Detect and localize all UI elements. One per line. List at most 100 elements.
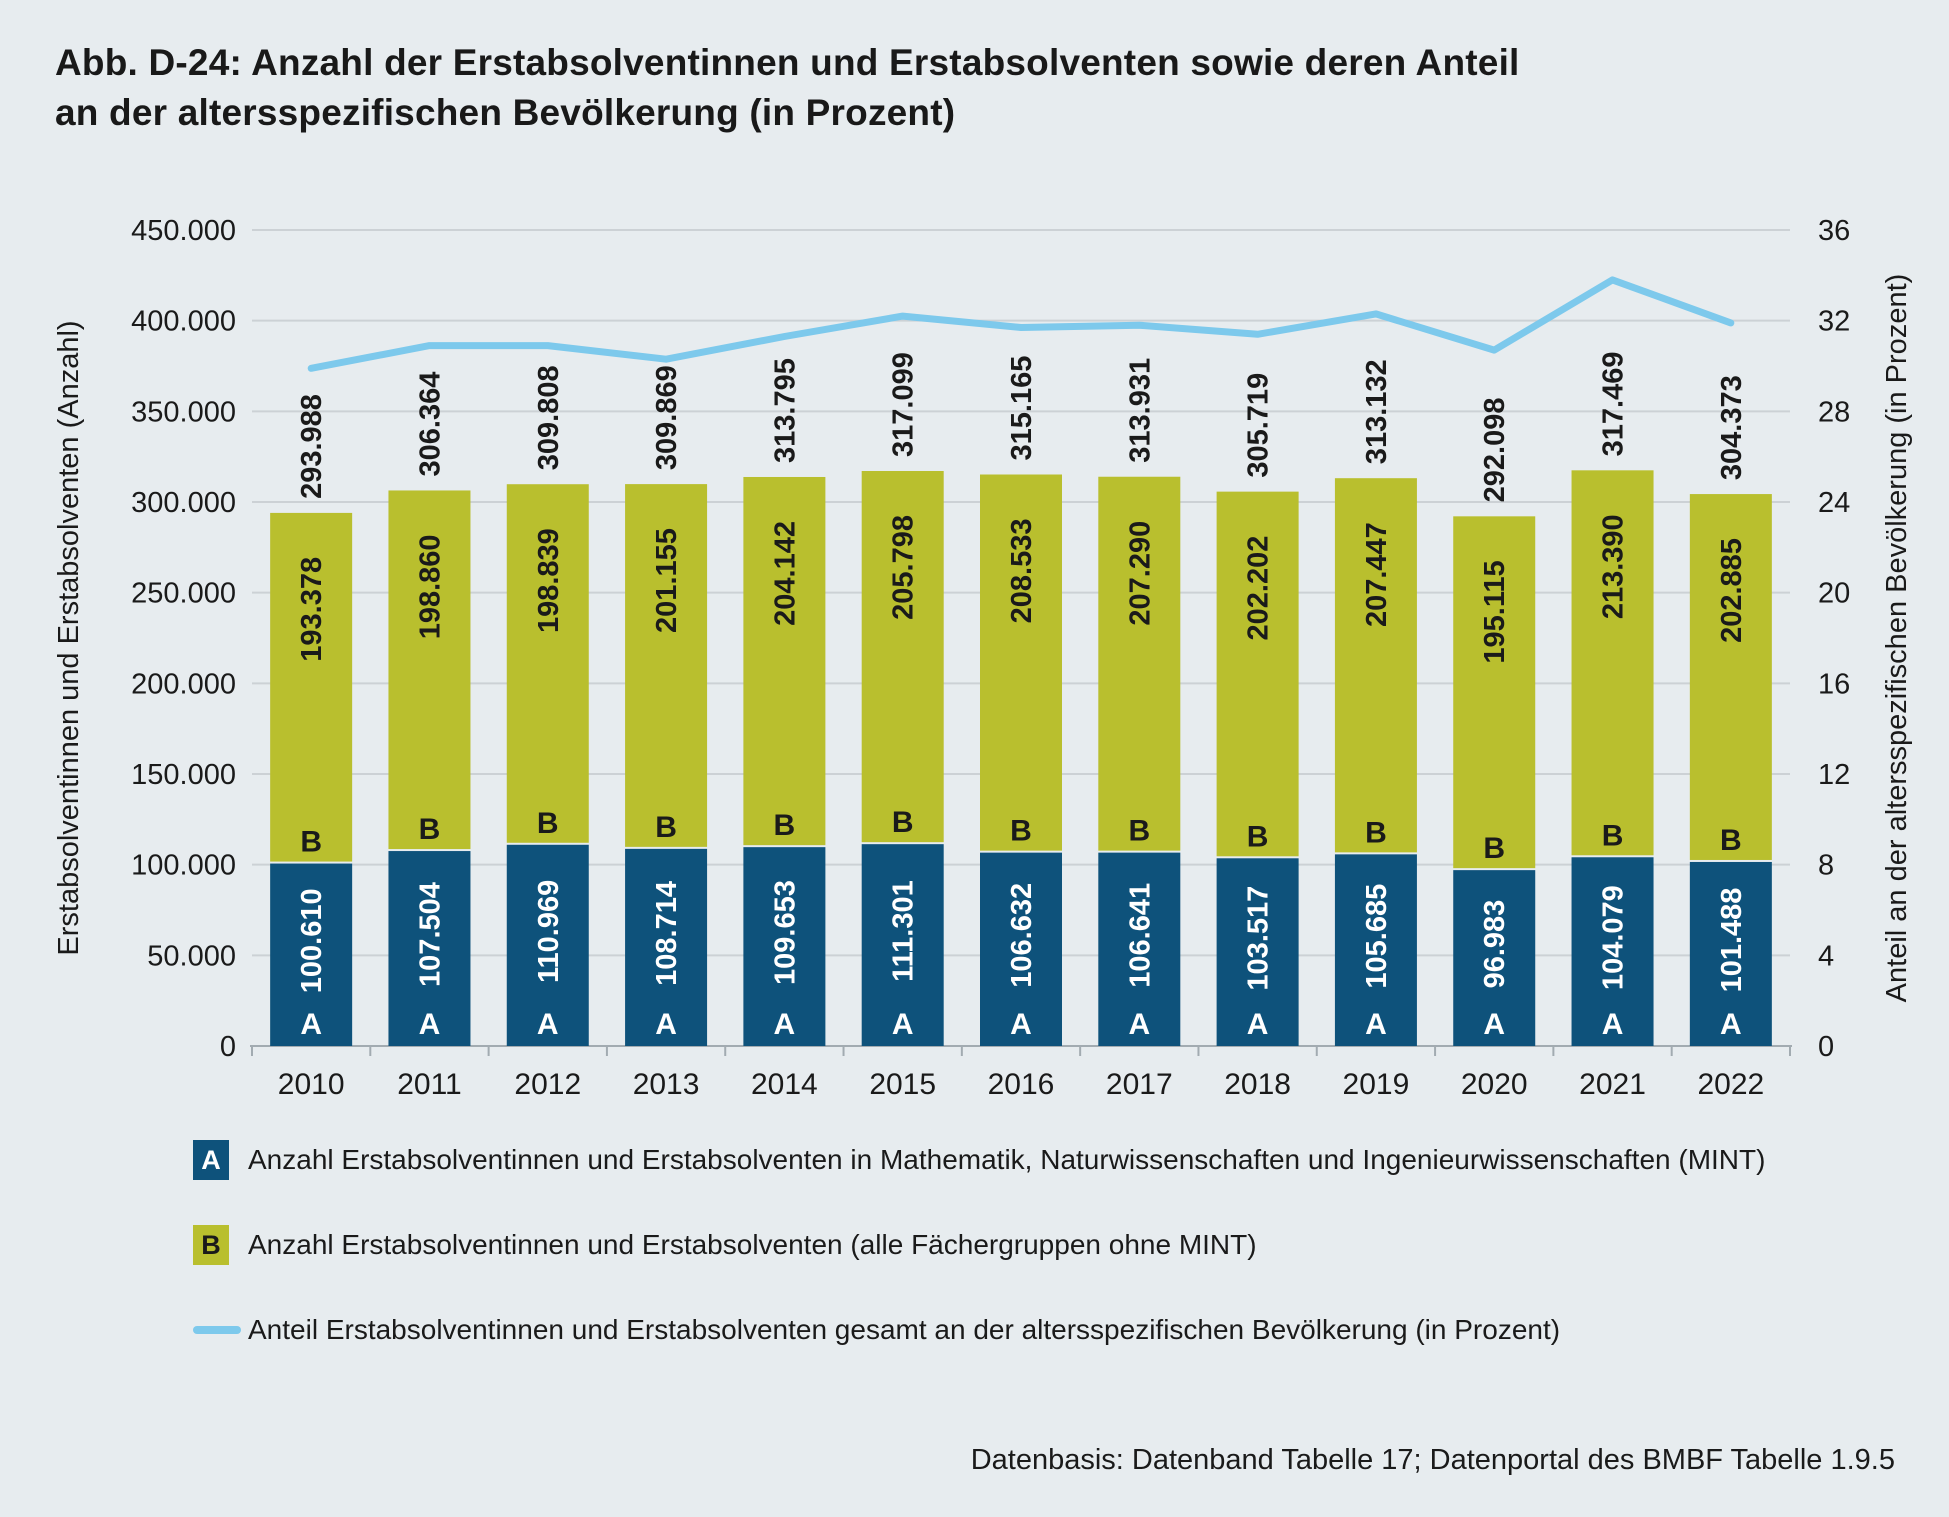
bar-a-value-label: 106.641 [1124,883,1156,988]
segment-letter-a: A [1128,1008,1150,1041]
right-axis-tick-label: 12 [1818,759,1850,791]
bar-a-value-label: 107.504 [414,882,446,987]
bar-total-label: 293.988 [296,394,328,499]
left-axis-tick-label: 250.000 [131,578,236,610]
bar-segment-b-2012 [506,484,589,843]
bar-segment-a-2016 [980,852,1062,1046]
segment-letter-b: B [655,811,677,844]
x-axis-year-label: 2012 [514,1068,581,1101]
bar-b-value-label: 201.155 [651,528,683,633]
bar-b-value-label: 208.533 [1006,519,1038,624]
bar-b-value-label: 193.378 [296,557,328,662]
bar-segment-b-2016 [980,474,1062,851]
bar-b-value-label: 198.860 [414,534,446,639]
bar-segment-a-2015 [861,844,944,1046]
segment-letter-a: A [1720,1008,1742,1041]
bar-total-label: 304.373 [1716,375,1748,480]
segment-letter-a: A [892,1008,914,1041]
segment-letter-b: B [892,806,914,839]
x-axis-year-label: 2013 [633,1068,700,1101]
segment-letter-b: B [300,826,322,859]
bar-a-value-label: 103.517 [1243,886,1275,991]
segment-letter-a: A [300,1008,322,1041]
x-axis-year-label: 2016 [988,1068,1055,1101]
figure-title: Abb. D-24: Anzahl der Erstabsolventinnen… [55,38,1520,138]
bar-segment-a-2019 [1334,854,1417,1046]
segment-letter-a: A [1483,1008,1505,1041]
bar-total-label: 292.098 [1479,398,1511,503]
x-axis-year-label: 2010 [278,1068,345,1101]
right-axis-tick-label: 24 [1818,487,1850,519]
segment-letter-b: B [1010,815,1032,848]
legend-marker-a: A [193,1140,229,1180]
figure-title-line2: an der altersspezifischen Bevölkerung (i… [55,92,956,133]
x-axis-year-label: 2021 [1579,1068,1646,1101]
segment-letter-b: B [774,809,796,842]
right-axis-tick-label: 0 [1818,1031,1834,1063]
segment-letter-a: A [774,1008,796,1041]
bar-total-label: 317.469 [1598,351,1630,456]
bar-total-label: 306.364 [414,372,446,477]
bar-segment-a-2013 [625,848,708,1046]
source-note: Datenbasis: Datenband Tabelle 17; Datenp… [970,1444,1895,1476]
bar-segment-b-2017 [1098,476,1181,851]
segment-letter-b: B [1720,824,1742,857]
x-axis-year-label: 2015 [869,1068,936,1101]
right-axis-title: Anteil an der altersspezifischen Bevölke… [1881,274,1913,1003]
segment-letter-a: A [1247,1008,1269,1041]
segment-letter-b: B [1483,832,1505,865]
legend-marker-b: B [193,1225,229,1265]
bar-total-label: 313.132 [1361,359,1393,464]
bar-a-value-label: 101.488 [1716,888,1748,993]
right-axis-tick-label: 36 [1818,215,1850,247]
segment-letter-b: B [419,813,441,846]
segment-letter-a: A [537,1008,559,1041]
bar-total-label: 309.808 [533,365,565,470]
bar-b-value-label: 202.885 [1716,538,1748,643]
bar-segment-b-2013 [625,484,708,847]
segment-letter-b: B [1602,819,1624,852]
bar-b-value-label: 198.839 [533,528,565,633]
bar-a-value-label: 109.653 [769,880,801,985]
bar-a-value-label: 108.714 [651,881,683,986]
bar-total-label: 315.165 [1006,356,1038,461]
figure-title-line1: Abb. D-24: Anzahl der Erstabsolventinnen… [55,42,1520,83]
bar-segment-a-2011 [388,851,471,1046]
legend-item-line: Anteil Erstabsolventinnen und Erstabsolv… [193,1310,1765,1395]
left-axis-tick-label: 200.000 [131,668,236,700]
segment-letter-a: A [419,1008,441,1041]
bar-a-value-label: 110.969 [533,880,565,983]
bar-b-value-label: 207.447 [1361,522,1393,627]
bar-total-label: 313.931 [1124,358,1156,463]
left-axis-tick-label: 0 [220,1031,236,1063]
bar-segment-b-2022 [1689,494,1772,860]
bar-a-value-label: 104.079 [1598,885,1630,990]
bar-segment-a-2012 [506,844,589,1046]
right-axis-tick-label: 16 [1818,668,1850,700]
bar-b-value-label: 207.290 [1124,521,1156,626]
bar-b-value-label: 195.115 [1479,560,1511,663]
percentage-line [307,276,1735,372]
left-axis-title: Erstabsolventinnen und Erstabsolventen (… [53,320,85,955]
segment-letter-b: B [537,807,559,840]
bar-segment-b-2010 [270,512,353,862]
x-axis-year-label: 2022 [1697,1068,1764,1101]
bar-a-value-label: 106.632 [1006,883,1038,988]
bar-segment-b-2014 [743,476,826,846]
bar-segment-a-2022 [1689,861,1772,1046]
bar-a-value-label: 111.301 [888,880,920,982]
segment-letter-b: B [1128,815,1150,848]
bar-segment-a-2020 [1453,870,1536,1046]
left-axis-tick-label: 350.000 [131,396,236,428]
legend-label-a: Anzahl Erstabsolventinnen und Erstabsolv… [248,1144,1766,1175]
bar-b-value-label: 202.202 [1243,536,1275,641]
segment-letter-a: A [1365,1008,1387,1041]
right-axis-tick-label: 8 [1818,850,1834,882]
left-axis-tick-label: 450.000 [131,215,236,247]
bar-a-value-label: 100.610 [296,888,328,993]
right-axis-tick-label: 28 [1818,396,1850,428]
bar-segment-a-2010 [270,863,353,1046]
segment-letter-a: A [655,1008,677,1041]
